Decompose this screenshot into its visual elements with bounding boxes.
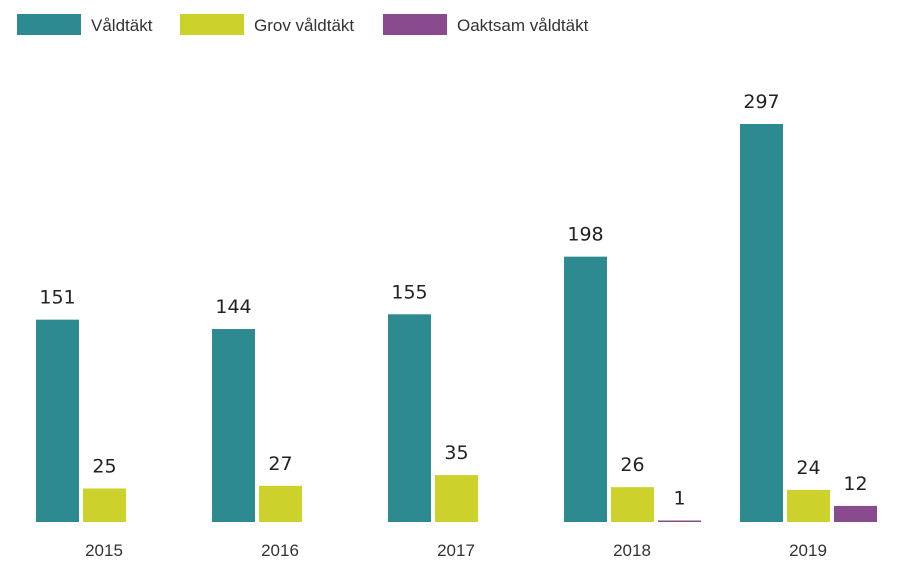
legend-label: Våldtäkt [91, 16, 153, 35]
data-label: 27 [268, 453, 292, 475]
bar [611, 487, 654, 522]
data-label: 198 [567, 224, 603, 246]
bar [388, 314, 431, 522]
bar [564, 256, 607, 522]
legend-swatch [17, 14, 81, 35]
legend: Våldtäkt Grov våldtäkt Oaktsam våldtäkt [17, 14, 589, 35]
x-tick-label: 2018 [613, 541, 651, 560]
data-label: 12 [843, 473, 867, 495]
x-tick-label: 2016 [261, 541, 299, 560]
legend-swatch [180, 14, 244, 35]
x-tick-label: 2015 [85, 541, 123, 560]
legend-swatch [383, 14, 447, 35]
plot-area: 151 25 144 27 155 35 198 26 1 297 24 12 [36, 91, 877, 522]
data-label: 24 [796, 457, 820, 479]
x-tick-label: 2017 [437, 541, 475, 560]
bar [212, 329, 255, 522]
legend-item: Grov våldtäkt [180, 14, 354, 35]
legend-item: Oaktsam våldtäkt [383, 14, 589, 35]
legend-item: Våldtäkt [17, 14, 153, 35]
x-tick-label: 2019 [789, 541, 827, 560]
bar [259, 485, 302, 522]
data-label: 35 [444, 442, 468, 464]
data-label: 151 [39, 287, 75, 309]
data-label: 144 [215, 296, 251, 318]
legend-label: Grov våldtäkt [254, 16, 354, 35]
bar [787, 489, 830, 522]
data-label: 155 [391, 281, 427, 303]
bar [740, 124, 783, 522]
data-label: 26 [620, 454, 644, 476]
x-axis: 2015 2016 2017 2018 2019 [85, 541, 827, 560]
bar [36, 319, 79, 522]
data-label: 25 [92, 455, 116, 477]
legend-label: Oaktsam våldtäkt [457, 16, 589, 35]
bar [435, 475, 478, 522]
data-label: 1 [673, 488, 685, 510]
bar [658, 520, 701, 522]
data-label: 297 [743, 91, 779, 113]
bar [834, 505, 877, 522]
bar [83, 488, 126, 522]
